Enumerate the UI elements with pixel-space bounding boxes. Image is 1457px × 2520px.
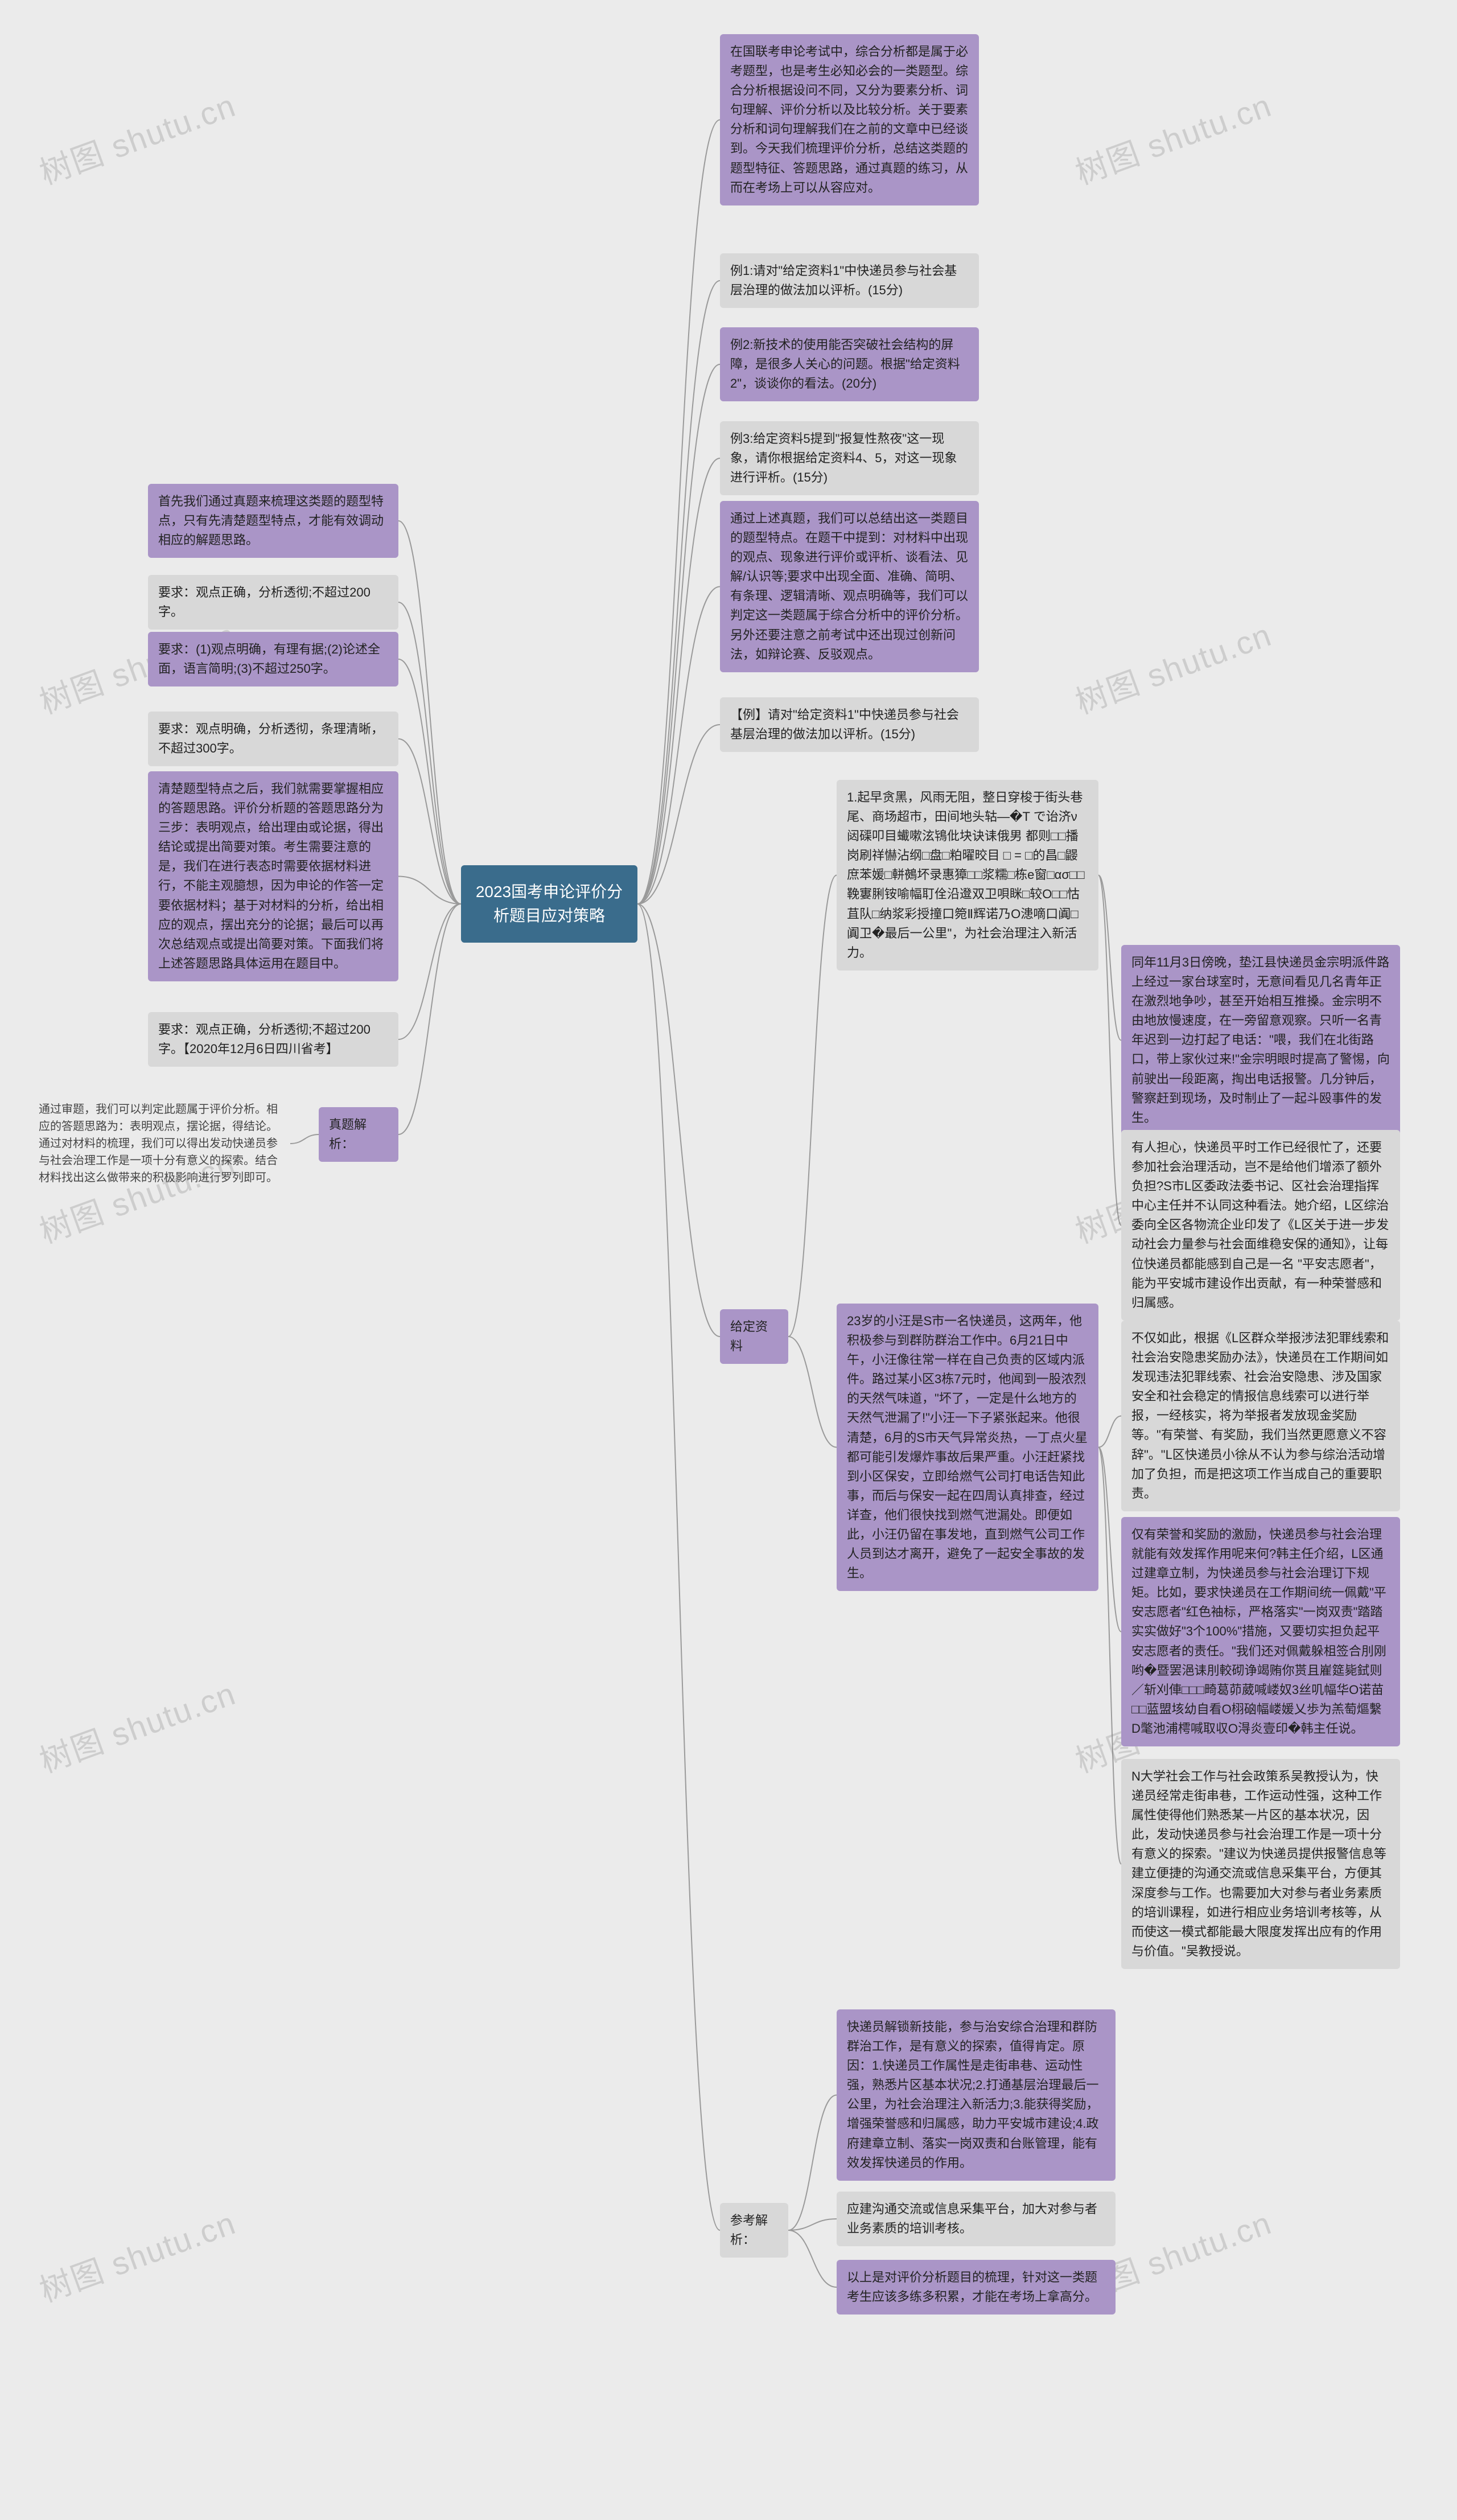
- mindmap-node-L5: 清楚题型特点之后，我们就需要掌握相应的答题思路。评价分析题的答题思路分为三步：表…: [148, 771, 398, 981]
- connector: [398, 739, 461, 904]
- watermark: 树图 shutu.cn: [1068, 80, 1277, 194]
- connector: [1098, 1448, 1121, 1632]
- connector: [398, 521, 461, 904]
- mindmap-node-M4: 23岁的小汪是S市一名快递员，这两年，他积极参与到群防群治工作中。6月21日中午…: [837, 1304, 1098, 1591]
- watermark: 树图 shutu.cn: [32, 80, 241, 194]
- mindmap-node-M5: 不仅如此，根据《L区群众举报涉法犯罪线索和社会治安隐患奖励办法》，快递员在工作期…: [1121, 1321, 1400, 1511]
- mindmap-node-R5: 通过上述真题，我们可以总结出这一类题目的题型特点。在题干中提到：对材料中出现的观…: [720, 501, 979, 672]
- mindmap-node-M7: N大学社会工作与社会政策系吴教授认为，快递员经常走街串巷，工作运动性强，这种工作…: [1121, 1759, 1400, 1969]
- connector: [788, 2230, 837, 2287]
- connector: [637, 904, 720, 1337]
- mindmap-node-RG: 给定资料: [720, 1309, 788, 1364]
- watermark: 树图 shutu.cn: [1068, 610, 1277, 723]
- mindmap-node-L7: 真题解析：: [319, 1107, 398, 1162]
- center-node: 2023国考申论评价分析题目应对策略: [461, 865, 637, 943]
- connector: [788, 1337, 837, 1448]
- connector: [788, 2095, 837, 2231]
- mindmap-node-R6: 【例】请对"给定资料1"中快递员参与社会基层治理的做法加以评析。(15分): [720, 697, 979, 752]
- mindmap-node-A3: 以上是对评价分析题目的梳理，针对这一类题考生应该多练多积累，才能在考场上拿高分。: [837, 2260, 1116, 2315]
- connector: [1098, 875, 1121, 1041]
- connector: [1098, 1416, 1121, 1448]
- mindmap-node-M6: 仅有荣誉和奖励的激励，快递员参与社会治理就能有效发挥作用呢来何?韩主任介绍，L区…: [1121, 1517, 1400, 1746]
- mindmap-node-L7a: 通过审题，我们可以判定此题属于评价分析。相应的答题思路为：表明观点，摆论据，得结…: [28, 1093, 290, 1194]
- connector: [637, 120, 720, 905]
- mindmap-node-R1: 在国联考申论考试中，综合分析都是属于必考题型，也是考生必知必会的一类题型。综合分…: [720, 34, 979, 205]
- connector: [637, 725, 720, 904]
- watermark: 树图 shutu.cn: [32, 1668, 241, 1782]
- mindmap-node-A2: 应建沟通交流或信息采集平台，加大对参与者业务素质的培训考核。: [837, 2192, 1116, 2246]
- mindmap-node-R3: 例2:新技术的使用能否突破社会结构的屏障，是很多人关心的问题。根据"给定资料2"…: [720, 327, 979, 401]
- mindmap-node-L4: 要求：观点明确，分析透彻，条理清晰，不超过300字。: [148, 712, 398, 766]
- mindmap-node-R4: 例3:给定资料5提到"报复性熬夜"这一现象，请你根据给定资料4、5，对这一现象进…: [720, 421, 979, 495]
- mindmap-node-L2: 要求：观点正确，分析透彻;不超过200字。: [148, 575, 398, 630]
- connector: [290, 1134, 319, 1144]
- mindmap-node-RA: 参考解析：: [720, 2203, 788, 2258]
- connector: [1098, 1448, 1121, 1864]
- connector: [398, 602, 461, 904]
- mindmap-node-L3: 要求：(1)观点明确，有理有据;(2)论述全面，语言简明;(3)不超过250字。: [148, 632, 398, 686]
- connector: [637, 281, 720, 904]
- connector: [788, 875, 837, 1337]
- connector: [398, 659, 461, 904]
- mindmap-node-R2: 例1:请对"给定资料1"中快递员参与社会基层治理的做法加以评析。(15分): [720, 253, 979, 308]
- connector: [637, 364, 720, 904]
- connector: [1098, 875, 1121, 1226]
- connector: [637, 458, 720, 904]
- connector: [788, 2219, 837, 2230]
- connector: [398, 904, 461, 1039]
- mindmap-node-M3: 有人担心，快递员平时工作已经很忙了，还要参加社会治理活动，岂不是给他们增添了额外…: [1121, 1130, 1400, 1321]
- mindmap-node-M1: 1.起早贪黑，风雨无阻，整日穿梭于街头巷尾、商场超市，田间地头轱—�T で诒济ν…: [837, 780, 1098, 971]
- connector: [637, 904, 720, 2230]
- mindmap-node-M2: 同年11月3日傍晚，垫江县快递员金宗明派件路上经过一家台球室时，无意间看见几名青…: [1121, 945, 1400, 1136]
- mindmap-node-A1: 快递员解锁新技能，参与治安综合治理和群防群治工作，是有意义的探索，值得肯定。原因…: [837, 2009, 1116, 2181]
- connector: [398, 877, 461, 905]
- connector: [398, 904, 461, 1134]
- mindmap-node-L6: 要求：观点正确，分析透彻;不超过200字。【2020年12月6日四川省考】: [148, 1012, 398, 1067]
- watermark: 树图 shutu.cn: [32, 2198, 241, 2312]
- connector: [637, 587, 720, 905]
- mindmap-node-L1: 首先我们通过真题来梳理这类题的题型特点，只有先清楚题型特点，才能有效调动相应的解…: [148, 484, 398, 558]
